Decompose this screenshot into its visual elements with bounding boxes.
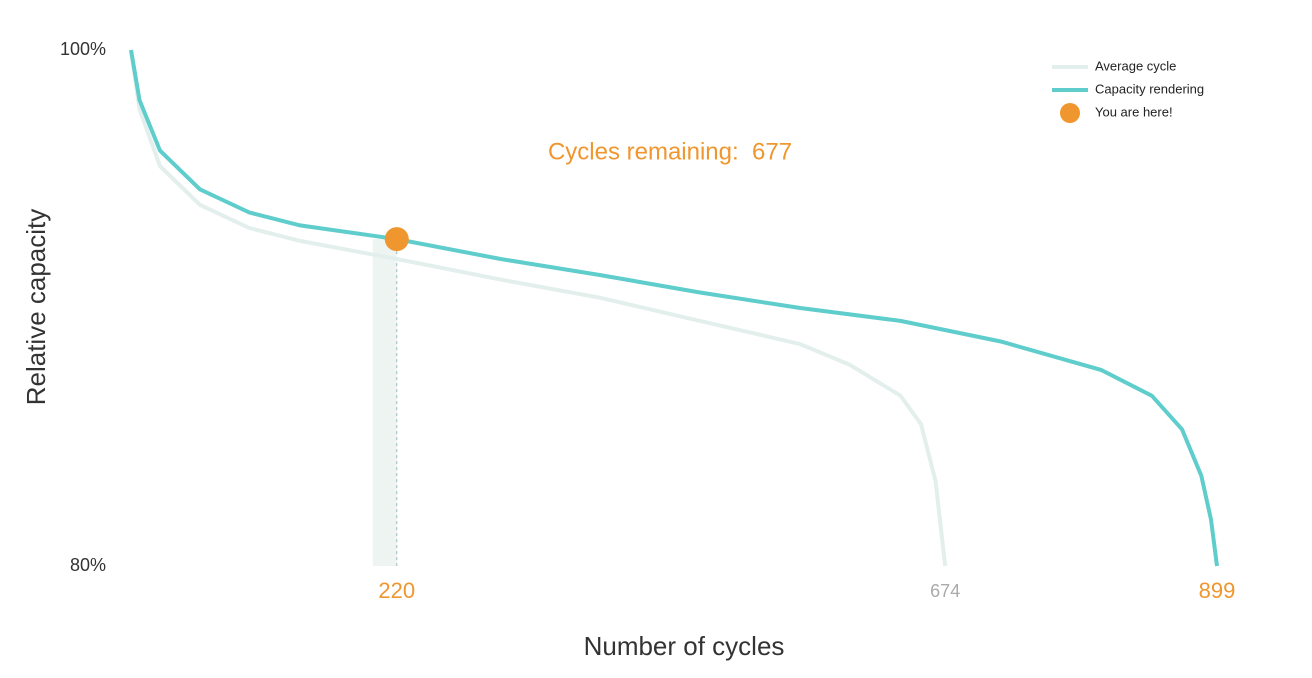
legend-label: Average cycle bbox=[1095, 58, 1176, 73]
legend-label: You are here! bbox=[1095, 104, 1173, 119]
marker-band bbox=[372, 239, 397, 566]
annotation: Cycles remaining: 677 bbox=[548, 138, 792, 165]
y-axis-title: Relative capacity bbox=[21, 209, 51, 406]
x-tick-label: 674 bbox=[930, 581, 960, 601]
marker-point bbox=[384, 227, 409, 252]
legend-label: Capacity rendering bbox=[1095, 81, 1204, 96]
x-axis-title: Number of cycles bbox=[584, 631, 785, 661]
line bbox=[129, 49, 948, 567]
y-tick-label: 100% bbox=[60, 39, 106, 59]
x-tick-label: 899 bbox=[1199, 578, 1236, 603]
legend-swatch bbox=[1060, 103, 1080, 123]
x-tick-label: 220 bbox=[378, 578, 415, 603]
y-tick-label: 80% bbox=[70, 555, 106, 575]
line bbox=[129, 49, 1219, 567]
